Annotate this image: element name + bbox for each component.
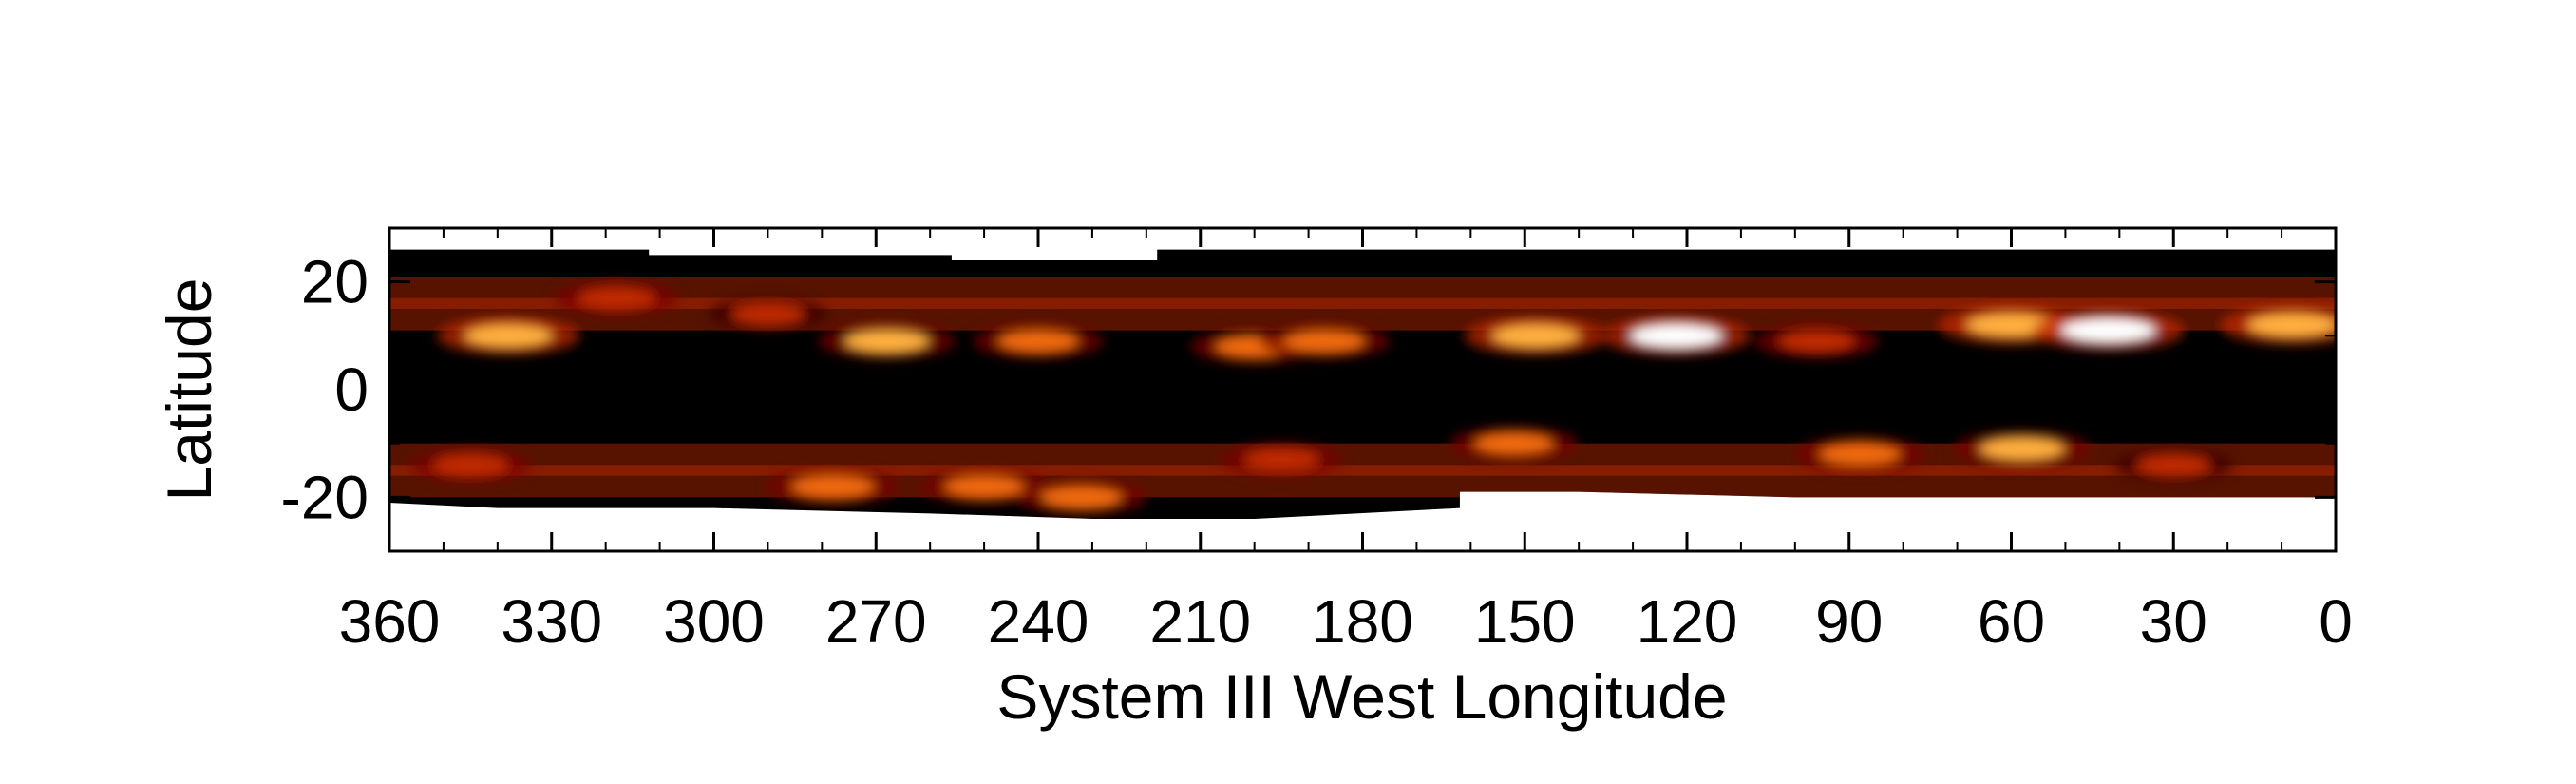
emission-band [389,277,2336,309]
plot-area [389,228,2365,551]
emission-feature [730,304,805,325]
x-tick-label: 180 [1312,587,1413,656]
x-tick-label: 30 [2140,587,2207,656]
emission-feature [1491,324,1581,348]
x-axis-tick-labels: 360 330 300 270 240 210 180 150 120 90 60 30 0 [339,587,2353,656]
x-tick-label: 60 [1978,587,2045,656]
emission-feature [997,330,1079,352]
x-tick-label: 240 [988,587,1089,656]
emission-feature [2246,313,2338,336]
emission-feature [1979,437,2065,460]
x-tick-label: 90 [1815,587,1883,656]
emission-feature [1041,487,1123,508]
emission-feature [1778,331,1856,352]
emission-feature [464,324,553,348]
emission-feature [1474,432,1554,454]
x-tick-label: 270 [825,587,927,656]
emission-feature [432,454,508,475]
emission-feature [944,476,1024,498]
emission-feature [1630,324,1723,349]
emission-feature [844,330,930,353]
x-tick-label: 120 [1637,587,1738,656]
x-axis-title: System III West Longitude [996,661,1727,732]
emission-feature [2061,318,2156,343]
y-tick-label: 0 [334,355,369,424]
y-tick-label: -20 [281,463,369,531]
y-axis-tick-labels: 20 0 -20 [281,248,369,532]
emission-feature [791,475,875,498]
y-tick-label: 20 [301,248,369,316]
emission-feature [2136,455,2210,476]
emission-feature [1243,449,1319,470]
y-axis-title: Latitude [154,278,224,502]
emission-feature [1284,330,1366,352]
x-tick-label: 300 [663,587,765,656]
emission-feature [1819,443,1901,465]
x-tick-label: 330 [501,587,602,656]
emission-band [389,465,2336,497]
x-tick-label: 210 [1149,587,1251,656]
emission-feature [578,287,655,308]
x-tick-label: 0 [2319,587,2353,656]
x-tick-label: 360 [339,587,441,656]
x-tick-label: 150 [1474,587,1576,656]
